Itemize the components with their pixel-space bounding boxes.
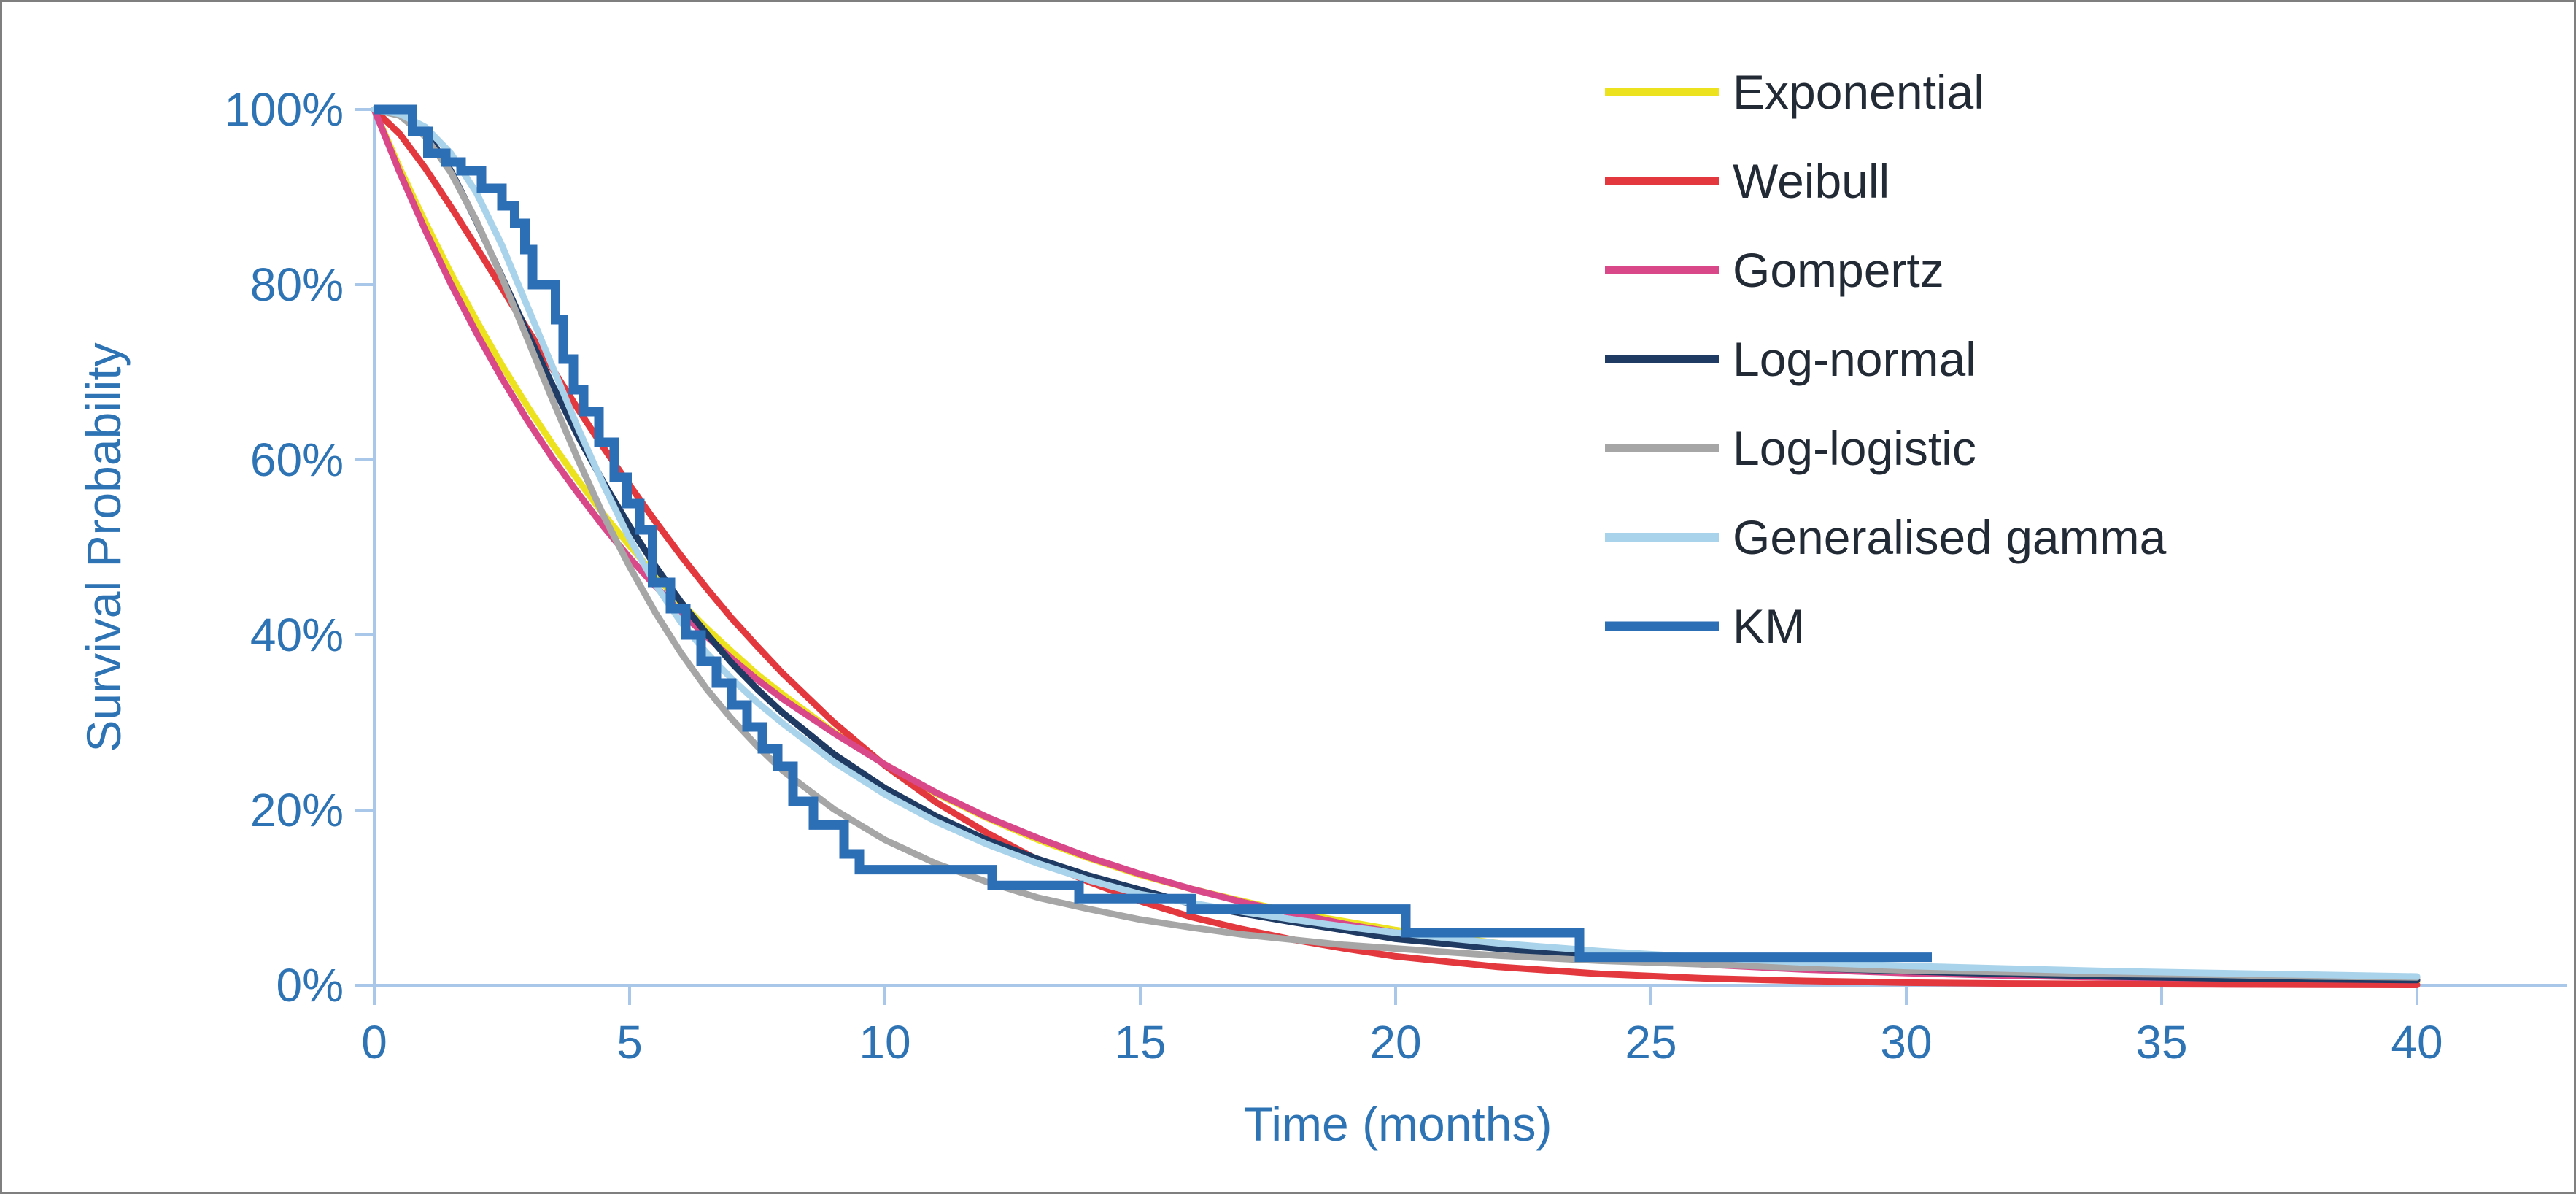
x-tick-label: 25 (1625, 1016, 1676, 1068)
legend-item-log-normal: Log-normal (1605, 332, 1976, 386)
x-tick-label: 40 (2391, 1016, 2442, 1068)
legend-item-exponential: Exponential (1605, 65, 1984, 119)
curves (371, 104, 2421, 989)
x-axis-title: Time (months) (1244, 1097, 1552, 1151)
x-tick-label: 15 (1114, 1016, 1166, 1068)
legend-item-weibull: Weibull (1605, 154, 1890, 208)
x-tick-label: 35 (2135, 1016, 2187, 1068)
legend-label-exponential: Exponential (1733, 65, 1984, 119)
y-tick-label: 100% (224, 83, 344, 136)
legend-label-generalised-gamma: Generalised gamma (1733, 510, 2167, 564)
y-tick-label: 80% (250, 258, 344, 311)
legend-label-log-normal: Log-normal (1733, 332, 1976, 386)
y-axis-title: Survival Probability (77, 342, 131, 752)
y-tick-label: 40% (250, 609, 344, 661)
legend-label-gompertz: Gompertz (1733, 243, 1944, 297)
series-step-km (374, 104, 1932, 963)
legend-item-log-logistic: Log-logistic (1605, 421, 1976, 475)
series-line-weibull (371, 106, 2421, 989)
legend-label-km: KM (1733, 599, 1805, 653)
legend-label-log-logistic: Log-logistic (1733, 421, 1976, 475)
legend-item-generalised-gamma: Generalised gamma (1605, 510, 2167, 564)
x-tick-label: 30 (1880, 1016, 1932, 1068)
legend-label-weibull: Weibull (1733, 154, 1890, 208)
x-tick-label: 0 (361, 1016, 387, 1068)
legend-item-gompertz: Gompertz (1605, 243, 1944, 297)
x-tick-label: 20 (1369, 1016, 1421, 1068)
legend: Exponential Weibull Gompertz Log-normal Log-… (1605, 65, 2167, 653)
axes: 0% 20% 40% 60% 80% 100% 0 5 10 15 20 25 30 35 40 (224, 83, 2567, 1068)
x-tick-label: 10 (859, 1016, 910, 1068)
series-line-log-logistic (371, 106, 2421, 981)
legend-item-km: KM (1605, 599, 1805, 653)
y-tick-label: 60% (250, 434, 344, 486)
x-tick-label: 5 (616, 1016, 643, 1068)
y-tick-label: 20% (250, 784, 344, 836)
y-tick-label: 0% (276, 959, 344, 1012)
